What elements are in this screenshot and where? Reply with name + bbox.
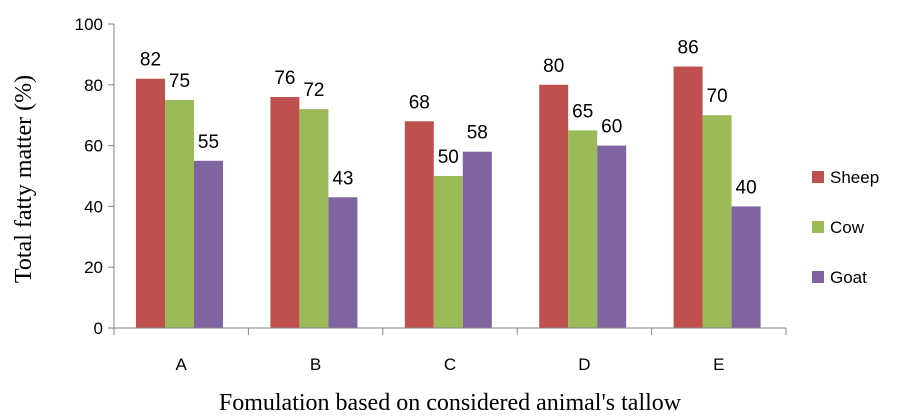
bar-sheep-d <box>539 84 569 328</box>
y-tick-label: 100 <box>75 15 103 34</box>
x-tick-label: E <box>713 355 724 374</box>
data-label-cow-b: 72 <box>303 80 324 101</box>
data-label-sheep-e: 86 <box>678 38 699 59</box>
data-label-goat-b: 43 <box>332 168 353 189</box>
bar-cow-d <box>568 130 598 328</box>
data-label-goat-c: 58 <box>467 123 488 144</box>
y-tick-label: 20 <box>84 258 103 277</box>
bar-sheep-b <box>270 96 300 329</box>
data-label-sheep-c: 68 <box>409 92 430 113</box>
legend-label-sheep: Sheep <box>830 168 879 187</box>
x-tick-label: D <box>578 355 590 374</box>
bar-goat-d <box>597 145 627 328</box>
x-tick-label: A <box>176 355 188 374</box>
legend-label-goat: Goat <box>830 268 867 287</box>
data-label-cow-d: 65 <box>572 101 593 122</box>
x-tick-label: B <box>310 355 321 374</box>
bar-sheep-a <box>136 78 165 328</box>
x-axis-ticks: A B C D E <box>113 328 787 374</box>
legend-swatch-sheep <box>812 171 824 183</box>
data-label-cow-e: 70 <box>707 86 728 107</box>
bar-goat-a <box>194 160 223 328</box>
bars <box>136 66 761 329</box>
legend-swatch-goat <box>812 271 824 283</box>
data-label-sheep-d: 80 <box>543 56 564 77</box>
legend: Sheep Cow Goat <box>812 168 879 287</box>
y-tick-label: 60 <box>84 137 103 156</box>
data-labels: 82 75 55 76 72 43 68 50 58 80 65 60 86 70 40 <box>140 38 757 199</box>
data-label-cow-a: 75 <box>169 71 190 92</box>
legend-label-cow: Cow <box>830 218 865 237</box>
y-axis-title: Total fatty matter (%) <box>11 75 37 283</box>
x-axis-title: Fomulation based on considered animal's … <box>219 390 682 416</box>
data-label-sheep-a: 82 <box>140 50 161 71</box>
data-label-goat-d: 60 <box>601 117 622 138</box>
bar-cow-a <box>165 100 194 328</box>
y-tick-label: 40 <box>84 197 103 216</box>
bar-sheep-c <box>404 121 434 328</box>
y-axis-ticks: 0 20 40 60 80 100 <box>75 15 114 338</box>
bar-cow-c <box>433 176 463 328</box>
y-tick-label: 0 <box>94 319 103 338</box>
data-label-sheep-b: 76 <box>274 68 295 89</box>
bar-goat-b <box>328 197 358 328</box>
y-tick-label: 80 <box>84 76 103 95</box>
bar-goat-c <box>462 151 492 328</box>
data-label-goat-a: 55 <box>198 132 219 153</box>
bar-goat-e <box>731 206 761 328</box>
bar-cow-b <box>299 109 329 329</box>
data-label-cow-c: 50 <box>438 147 459 168</box>
legend-swatch-cow <box>812 221 824 233</box>
bar-sheep-e <box>673 66 703 328</box>
x-tick-label: C <box>444 355 456 374</box>
bar-cow-e <box>702 115 732 328</box>
data-label-goat-e: 40 <box>736 177 757 198</box>
